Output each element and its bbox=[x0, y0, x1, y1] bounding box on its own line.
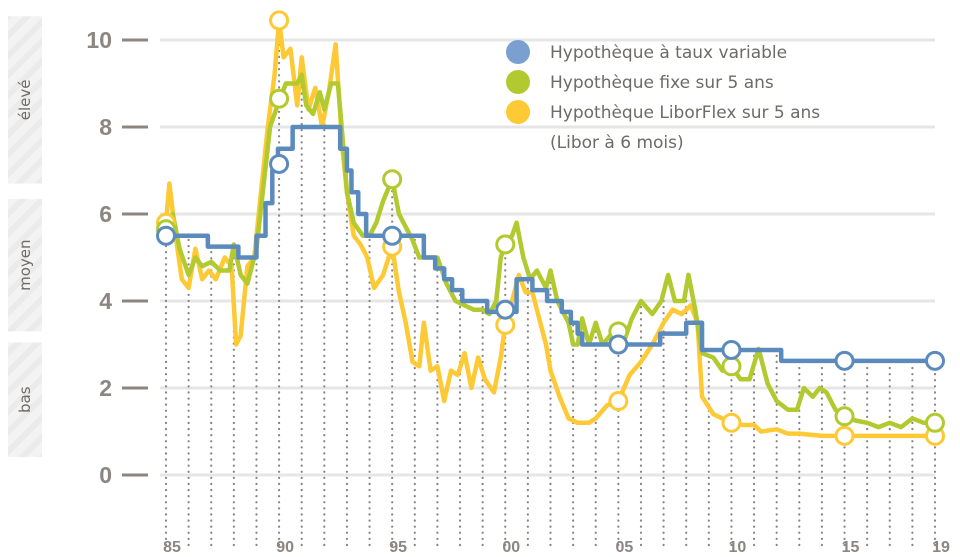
series-marker-0 bbox=[608, 334, 629, 355]
legend-label-line2: (Libor à 6 mois) bbox=[550, 133, 684, 153]
series-marker-0 bbox=[382, 225, 403, 246]
y-tick-label: 4 bbox=[99, 288, 112, 314]
y-tick-label: 10 bbox=[86, 27, 112, 53]
band-label: bas bbox=[16, 386, 34, 413]
legend: Hypothèque à taux variable Hypothèque fix… bbox=[506, 40, 820, 153]
x-tick-label: 95 bbox=[389, 539, 407, 556]
series-marker-1 bbox=[834, 406, 855, 427]
series-marker-0 bbox=[495, 299, 516, 320]
series-marker-1 bbox=[495, 234, 516, 255]
legend-label: Hypothèque fixe sur 5 ans bbox=[550, 73, 774, 93]
y-tick-label: 0 bbox=[99, 462, 112, 488]
y-axis: 0 2 4 6 8 10 bbox=[86, 27, 148, 488]
band-2 bbox=[8, 342, 42, 457]
x-tick-label: 10 bbox=[729, 539, 747, 556]
legend-swatch bbox=[506, 100, 530, 124]
series-marker-0 bbox=[834, 350, 855, 371]
x-tick-label: 15 bbox=[842, 539, 860, 556]
series-marker-2 bbox=[834, 425, 855, 446]
gridlines bbox=[160, 38, 935, 477]
series-marker-0 bbox=[269, 153, 290, 174]
series-lines bbox=[163, 18, 935, 439]
series-marker-0 bbox=[721, 339, 742, 360]
band-1 bbox=[8, 198, 42, 332]
band-0 bbox=[8, 16, 42, 184]
series-marker-2 bbox=[269, 10, 290, 31]
series-marker-0 bbox=[925, 350, 945, 371]
rate-level-bands: élevé moyen bas bbox=[8, 16, 42, 457]
legend-swatch bbox=[506, 70, 530, 94]
series-marker-1 bbox=[721, 356, 742, 377]
series-marker-0 bbox=[156, 225, 176, 246]
x-tick-label: 85 bbox=[163, 539, 181, 556]
y-tick-label: 2 bbox=[99, 375, 112, 401]
x-tick-label: 05 bbox=[615, 539, 633, 556]
legend-swatch bbox=[506, 40, 530, 64]
x-axis: 85 90 95 00 05 10 15 19 bbox=[163, 539, 950, 556]
y-tick-label: 8 bbox=[99, 114, 112, 140]
x-tick-label: 19 bbox=[932, 539, 950, 556]
legend-label: Hypothèque LiborFlex sur 5 ans bbox=[550, 103, 820, 123]
series-marker-1 bbox=[925, 412, 945, 433]
series-markers bbox=[156, 10, 945, 446]
series-line-1 bbox=[163, 72, 935, 430]
y-tick-label: 6 bbox=[99, 201, 112, 227]
series-marker-1 bbox=[269, 88, 290, 109]
series-marker-2 bbox=[608, 391, 629, 412]
legend-label: Hypothèque à taux variable bbox=[550, 43, 787, 63]
x-tick-label: 00 bbox=[502, 539, 520, 556]
band-label: moyen bbox=[16, 239, 34, 290]
series-marker-1 bbox=[382, 169, 403, 190]
x-tick-label: 90 bbox=[276, 539, 294, 556]
series-line-0 bbox=[166, 124, 935, 364]
band-label: élevé bbox=[16, 80, 34, 121]
series-marker-2 bbox=[721, 412, 742, 433]
